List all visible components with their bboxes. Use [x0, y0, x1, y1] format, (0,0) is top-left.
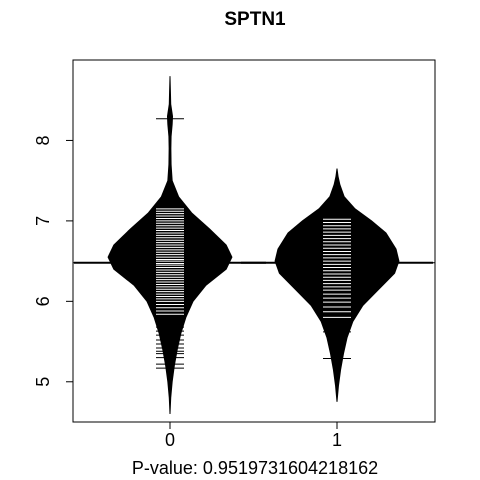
y-tick-label: 6 [33, 296, 53, 306]
x-axis-label: P-value: 0.9519731604218162 [132, 458, 378, 478]
y-tick-label: 8 [33, 135, 53, 145]
axes: 5 6 7 8 0 1 [33, 135, 342, 450]
x-tick-label: 1 [332, 430, 342, 450]
y-tick-label: 5 [33, 377, 53, 387]
chart-title: SPTN1 [224, 9, 286, 30]
y-tick-label: 7 [33, 216, 53, 226]
plot-frame [72, 59, 436, 423]
x-tick-label: 0 [165, 430, 175, 450]
plot-area [73, 76, 435, 414]
bean-1 [274, 168, 400, 402]
